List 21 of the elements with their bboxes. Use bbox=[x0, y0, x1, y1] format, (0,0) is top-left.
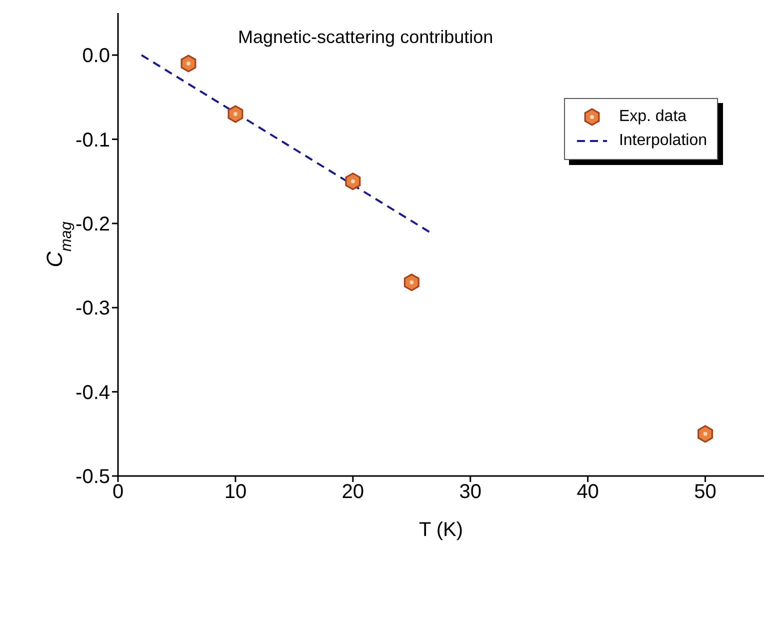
y-tick-label: -0.3 bbox=[76, 298, 110, 320]
y-tick-label: -0.5 bbox=[76, 466, 110, 488]
y-tick-label: -0.2 bbox=[76, 214, 110, 236]
point bbox=[404, 274, 420, 292]
x-tick-label: 50 bbox=[694, 481, 716, 504]
text: Magnetic-scattering contribution bbox=[238, 27, 494, 47]
point bbox=[698, 425, 713, 443]
point bbox=[180, 54, 196, 72]
y-tick-label: 0.0 bbox=[82, 45, 110, 68]
y-tick-label: -0.1 bbox=[76, 129, 110, 152]
x-tick-label: 0 bbox=[112, 481, 124, 504]
x-tick-label: 40 bbox=[576, 481, 599, 504]
x-tick-label: 20 bbox=[342, 481, 364, 504]
point bbox=[228, 105, 244, 123]
y-tick-label: -0.4 bbox=[76, 382, 110, 404]
x-tick-label: 10 bbox=[224, 481, 247, 504]
legend-label: Exp. data bbox=[618, 108, 687, 126]
x-tick-label: 30 bbox=[459, 481, 482, 504]
point bbox=[345, 172, 361, 190]
x-axis-title: T (K) bbox=[418, 519, 464, 541]
legend-label: Interpolation bbox=[618, 132, 707, 150]
